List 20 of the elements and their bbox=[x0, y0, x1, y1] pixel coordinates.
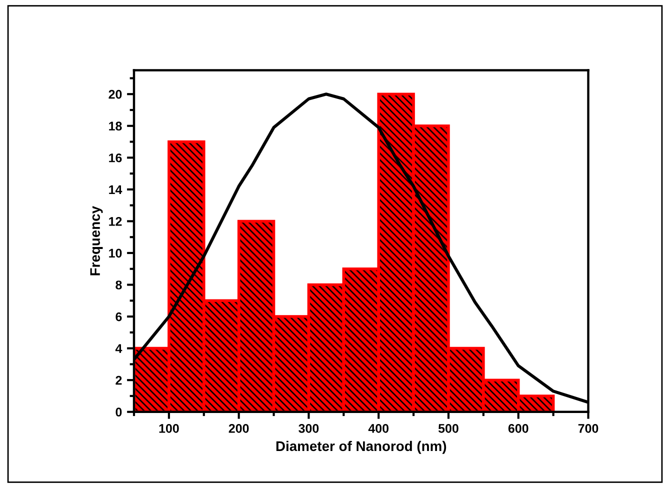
x-tick-label: 200 bbox=[228, 424, 249, 433]
y-tick-label: 20 bbox=[108, 90, 122, 99]
x-tick-label: 400 bbox=[368, 424, 389, 433]
y-tick-label: 14 bbox=[109, 185, 122, 194]
y-tick-label: 12 bbox=[109, 217, 122, 226]
x-tick-label: 300 bbox=[298, 424, 319, 433]
y-tick-label: 0 bbox=[116, 408, 122, 417]
y-tick-label: 18 bbox=[109, 122, 122, 131]
y-tick-label: 16 bbox=[109, 153, 122, 162]
x-tick-label: 700 bbox=[578, 424, 598, 433]
y-axis-title: Frequency bbox=[90, 206, 103, 276]
y-tick-label: 6 bbox=[116, 312, 122, 322]
x-tick-label: 600 bbox=[508, 424, 528, 433]
x-axis-title: Diameter of Nanorod (nm) bbox=[276, 440, 446, 454]
y-tick-label: 8 bbox=[116, 280, 122, 290]
y-tick-label: 10 bbox=[109, 248, 122, 258]
y-tick-label: 4 bbox=[115, 344, 122, 353]
x-tick-label: 100 bbox=[159, 424, 179, 433]
y-tick-label: 2 bbox=[116, 376, 122, 385]
x-tick-label: 500 bbox=[438, 424, 458, 433]
